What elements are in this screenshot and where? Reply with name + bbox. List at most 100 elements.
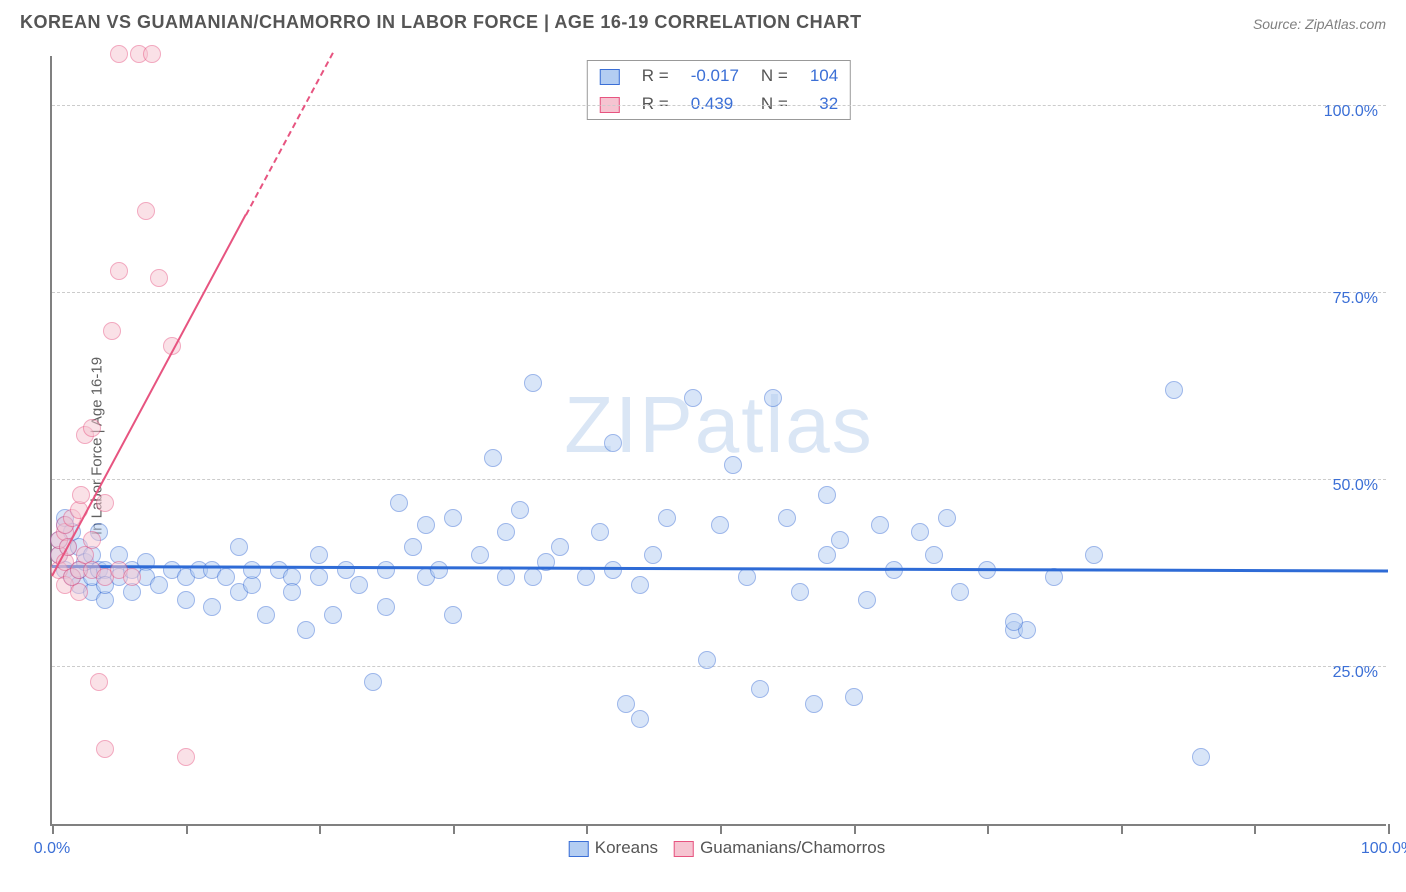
source-label: Source: ZipAtlas.com	[1253, 16, 1386, 32]
data-point	[911, 523, 929, 541]
data-point	[684, 389, 702, 407]
data-point	[738, 568, 756, 586]
data-point	[845, 688, 863, 706]
watermark-text: ZIPatlas	[564, 379, 873, 471]
data-point	[604, 434, 622, 452]
legend-swatch	[600, 69, 620, 85]
data-point	[377, 598, 395, 616]
gridline	[52, 105, 1386, 106]
x-tick	[1254, 824, 1256, 834]
x-tick	[1388, 824, 1390, 834]
data-point	[217, 568, 235, 586]
data-point	[257, 606, 275, 624]
data-point	[617, 695, 635, 713]
data-point	[230, 538, 248, 556]
data-point	[818, 486, 836, 504]
data-point	[644, 546, 662, 564]
data-point	[177, 748, 195, 766]
legend-stat-row: R =0.439N =32	[590, 91, 848, 117]
data-point	[110, 45, 128, 63]
scatter-plot-area: ZIPatlas R =-0.017N =104R =0.439N =32 Ko…	[50, 56, 1386, 826]
data-point	[951, 583, 969, 601]
correlation-legend-box: R =-0.017N =104R =0.439N =32	[587, 60, 851, 120]
data-point	[778, 509, 796, 527]
data-point	[143, 45, 161, 63]
data-point	[70, 583, 88, 601]
data-point	[631, 710, 649, 728]
data-point	[390, 494, 408, 512]
data-point	[404, 538, 422, 556]
data-point	[1085, 546, 1103, 564]
data-point	[751, 680, 769, 698]
legend-series-label: Guamanians/Chamorros	[700, 838, 885, 857]
data-point	[791, 583, 809, 601]
data-point	[110, 262, 128, 280]
data-point	[497, 523, 515, 541]
data-point	[591, 523, 609, 541]
data-point	[283, 583, 301, 601]
data-point	[324, 606, 342, 624]
legend-stat-row: R =-0.017N =104	[590, 63, 848, 89]
data-point	[297, 621, 315, 639]
data-point	[444, 509, 462, 527]
x-tick	[720, 824, 722, 834]
data-point	[417, 516, 435, 534]
data-point	[96, 494, 114, 512]
data-point	[137, 202, 155, 220]
x-tick	[987, 824, 989, 834]
legend-series-label: Koreans	[595, 838, 658, 857]
data-point	[203, 598, 221, 616]
data-point	[698, 651, 716, 669]
data-point	[1165, 381, 1183, 399]
data-point	[577, 568, 595, 586]
y-tick-label: 25.0%	[1333, 664, 1378, 682]
x-tick-label: 100.0%	[1361, 840, 1406, 858]
data-point	[551, 538, 569, 556]
data-point	[711, 516, 729, 534]
data-point	[484, 449, 502, 467]
data-point	[350, 576, 368, 594]
data-point	[177, 591, 195, 609]
x-tick-label: 0.0%	[34, 840, 70, 858]
x-tick	[453, 824, 455, 834]
data-point	[497, 568, 515, 586]
gridline	[52, 479, 1386, 480]
data-point	[103, 322, 121, 340]
data-point	[444, 606, 462, 624]
data-point	[871, 516, 889, 534]
legend-swatch	[674, 841, 694, 857]
trend-line	[51, 215, 246, 577]
legend-swatch	[569, 841, 589, 857]
data-point	[831, 531, 849, 549]
data-point	[83, 419, 101, 437]
gridline	[52, 292, 1386, 293]
chart-title: KOREAN VS GUAMANIAN/CHAMORRO IN LABOR FO…	[20, 12, 1386, 33]
data-point	[524, 568, 542, 586]
data-point	[150, 576, 168, 594]
data-point	[724, 456, 742, 474]
data-point	[430, 561, 448, 579]
data-point	[364, 673, 382, 691]
data-point	[310, 546, 328, 564]
data-point	[925, 546, 943, 564]
y-tick-label: 75.0%	[1333, 290, 1378, 308]
x-tick	[1121, 824, 1123, 834]
data-point	[96, 740, 114, 758]
data-point	[658, 509, 676, 527]
data-point	[90, 673, 108, 691]
y-tick-label: 50.0%	[1333, 477, 1378, 495]
trend-line	[245, 53, 334, 216]
x-tick	[854, 824, 856, 834]
data-point	[938, 509, 956, 527]
data-point	[805, 695, 823, 713]
x-tick	[186, 824, 188, 834]
data-point	[243, 561, 261, 579]
gridline	[52, 666, 1386, 667]
data-point	[471, 546, 489, 564]
x-tick	[52, 824, 54, 834]
data-point	[72, 486, 90, 504]
series-legend: Koreans Guamanians/Chamorros	[553, 838, 886, 858]
data-point	[123, 568, 141, 586]
data-point	[150, 269, 168, 287]
data-point	[858, 591, 876, 609]
